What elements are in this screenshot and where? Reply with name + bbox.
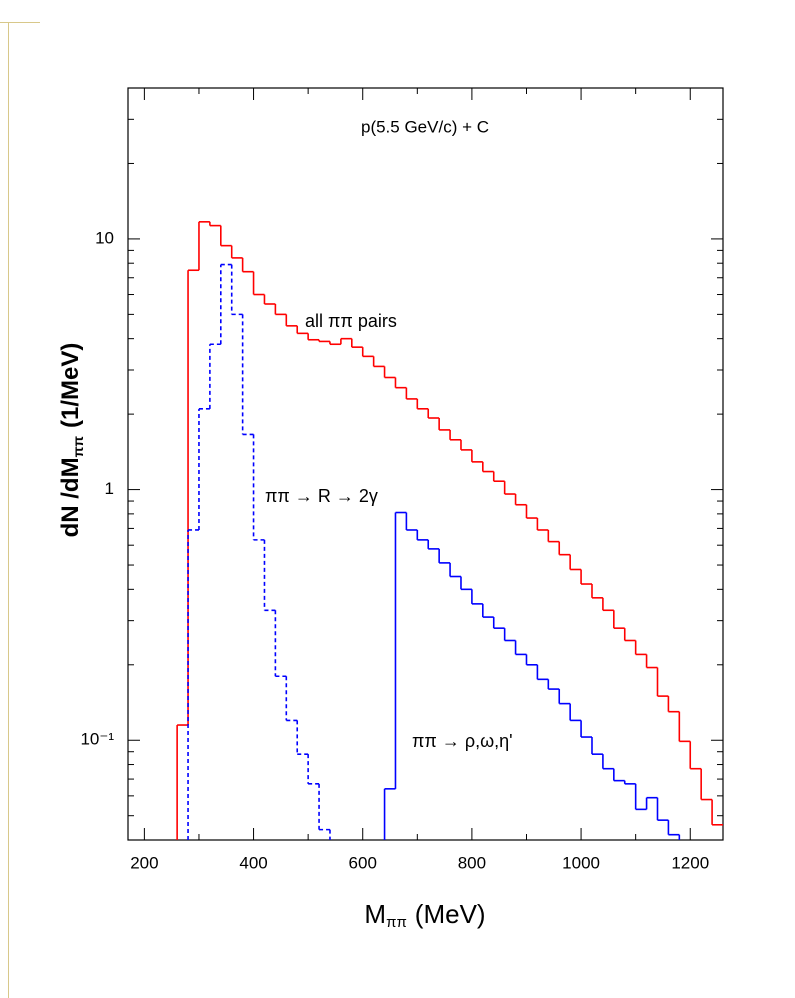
y-tick-label: 10⁻¹: [80, 730, 114, 749]
y-tick-label: 1: [105, 479, 114, 498]
y-axis-label: dN /dMππ (1/MeV): [57, 343, 85, 538]
x-tick-label: 800: [458, 853, 486, 872]
x-tick-label: 400: [239, 853, 267, 872]
x-label-main: M: [364, 899, 386, 929]
series-label: ππ → R → 2γ: [265, 486, 378, 506]
plot-frame: [127, 87, 724, 841]
x-tick-label: 1000: [562, 853, 600, 872]
x-label-sub: ππ: [386, 914, 407, 931]
x-label-unit: (MeV): [415, 899, 486, 929]
x-tick-label: 600: [349, 853, 377, 872]
x-tick-label: 200: [130, 853, 158, 872]
series-label: ππ → ρ,ω,η': [412, 731, 513, 751]
plot-area: [176, 221, 723, 840]
series-label: all ππ pairs: [305, 311, 397, 331]
chart-title: p(5.5 GeV/c) + C: [361, 117, 489, 136]
x-tick-label: 1200: [671, 853, 709, 872]
y-label-sub: ππ: [70, 436, 86, 458]
y-label-unit: (1/MeV): [57, 343, 84, 428]
y-tick-label: 10: [95, 228, 114, 247]
x-axis-label: Mππ (MeV): [364, 899, 485, 931]
y-label-main: dN /dM: [57, 457, 84, 537]
